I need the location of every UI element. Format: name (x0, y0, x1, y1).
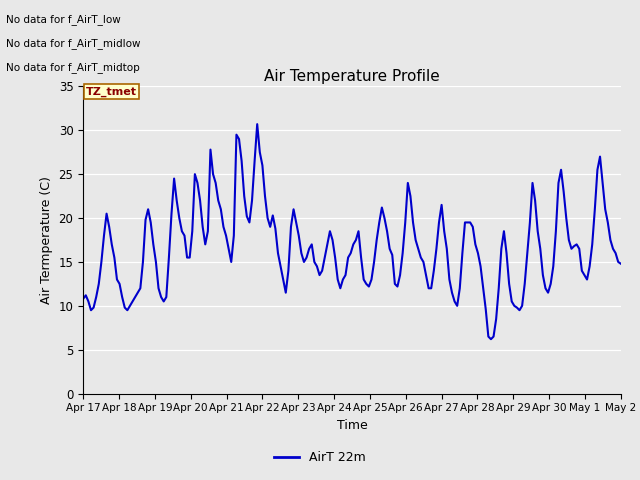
X-axis label: Time: Time (337, 419, 367, 432)
Text: No data for f_AirT_midlow: No data for f_AirT_midlow (6, 38, 141, 49)
Text: TZ_tmet: TZ_tmet (86, 86, 137, 96)
Legend: AirT 22m: AirT 22m (269, 446, 371, 469)
Text: No data for f_AirT_midtop: No data for f_AirT_midtop (6, 62, 140, 73)
Title: Air Temperature Profile: Air Temperature Profile (264, 69, 440, 84)
Y-axis label: Air Termperature (C): Air Termperature (C) (40, 176, 53, 304)
Text: No data for f_AirT_low: No data for f_AirT_low (6, 14, 121, 25)
